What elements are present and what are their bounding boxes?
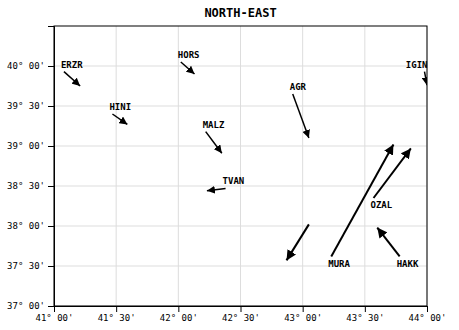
tick: 40° 00'	[7, 61, 54, 71]
tick-label: 38° 30'	[7, 181, 45, 191]
vector-label: HORS	[178, 50, 200, 60]
tick-label: 42° 00'	[160, 313, 198, 323]
grid-line	[178, 26, 179, 306]
grid-line	[116, 26, 117, 306]
vector-label: MALZ	[203, 120, 225, 130]
tick: 42° 30'	[222, 306, 260, 323]
tick: 43° 00'	[284, 306, 322, 323]
tick: 37° 00'	[7, 301, 54, 311]
grid-line	[54, 66, 427, 67]
grid-line	[54, 266, 427, 267]
tick-mark	[365, 306, 366, 312]
tick-mark	[178, 306, 179, 312]
vector	[181, 62, 195, 74]
chart: 41° 00' 41° 30' 42° 00' 42° 30' 43° 00' 43° 3…	[0, 0, 459, 330]
tick: 37° 30'	[7, 261, 54, 271]
tick-mark	[48, 226, 54, 227]
plot: 41° 00' 41° 30' 42° 00' 42° 30' 43° 00' 43° 3…	[7, 26, 446, 323]
tick-label: 39° 30'	[7, 101, 45, 111]
vector-label: ERZR	[61, 60, 83, 70]
grid-line	[240, 26, 241, 306]
vector	[207, 188, 226, 190]
vector	[293, 94, 309, 138]
tick-mark	[241, 306, 242, 312]
plot-frame	[54, 26, 427, 306]
tick: 44° 00'	[409, 306, 447, 323]
tick-label: 42° 30'	[222, 313, 260, 323]
tick-mark	[48, 146, 54, 147]
vector-label: HINI	[109, 102, 131, 112]
axis-line	[55, 307, 428, 313]
tick: 39° 00'	[7, 141, 54, 151]
tick-label: 44° 00'	[409, 313, 447, 323]
tick-label: 40° 00'	[7, 61, 45, 71]
grid-line	[54, 226, 427, 227]
big-vector	[377, 228, 399, 257]
vector	[206, 132, 222, 154]
grid-line	[54, 146, 427, 147]
tick-mark	[116, 306, 117, 312]
tick-label: 39° 00'	[7, 141, 45, 151]
tick-label: 41° 30'	[98, 313, 136, 323]
tick-label: 43° 30'	[346, 313, 384, 323]
vector-label: HAKK	[397, 259, 419, 269]
tick: 38° 00'	[7, 221, 54, 231]
big-vector	[374, 148, 411, 198]
big-vector	[287, 224, 309, 260]
tick-mark	[48, 106, 54, 107]
grid-line	[302, 26, 303, 306]
tick: 42° 00'	[160, 306, 198, 323]
vector-label: OZAL	[371, 200, 393, 210]
tick-label: 38° 00'	[7, 221, 45, 231]
tick-label: 41° 00'	[36, 313, 74, 323]
tick-mark	[48, 186, 54, 187]
tick: 38° 30'	[7, 181, 54, 191]
big-vector	[331, 144, 393, 256]
tick: 41° 30'	[98, 306, 136, 323]
tick-label: 37° 30'	[7, 261, 45, 271]
vector	[64, 72, 80, 86]
vector-label: TVAN	[223, 176, 245, 186]
tick-mark	[303, 306, 304, 312]
y-axis: 37° 00' 37° 30' 38° 00' 38° 30' 39° 00' 39° 3…	[7, 27, 54, 312]
vector-label: MURA	[328, 259, 350, 269]
tick: 39° 30'	[7, 101, 54, 111]
tick-label: 43° 00'	[284, 313, 322, 323]
tick-label: 37° 00'	[7, 301, 45, 311]
grid	[54, 26, 427, 306]
vector-label: AGR	[290, 82, 307, 92]
vector-labels: ERZR HORS IGIN HINI MALZ AGR TVAN MURA OZAL HAKK	[61, 50, 428, 269]
vectors	[64, 62, 427, 260]
tick-mark	[48, 66, 54, 67]
tick-mark	[427, 306, 428, 312]
tick-mark	[48, 266, 54, 267]
vector	[425, 72, 427, 86]
tick: 43° 30'	[346, 306, 384, 323]
title: NORTH-EAST	[204, 6, 276, 20]
vector	[112, 114, 127, 124]
tick-mark	[48, 306, 54, 307]
grid-line	[364, 26, 365, 306]
vector-label: IGIN	[406, 60, 428, 70]
x-axis: 41° 00' 41° 30' 42° 00' 42° 30' 43° 00' 43° 3…	[36, 306, 447, 323]
